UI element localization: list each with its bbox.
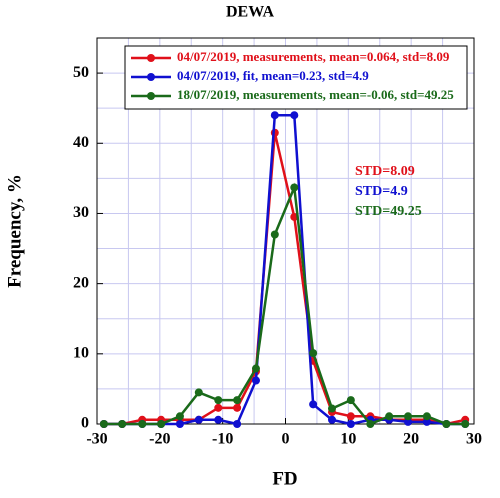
- annotation: STD=4.9: [355, 184, 408, 199]
- legend-label: 04/07/2019, fit, mean=0.23, std=4.9: [177, 68, 369, 83]
- data-point: [214, 396, 223, 405]
- data-point: [214, 403, 223, 412]
- data-point: [327, 404, 336, 413]
- data-point: [194, 388, 203, 397]
- data-point: [346, 412, 355, 421]
- data-point: [233, 396, 242, 405]
- y-tick-label: 30: [73, 204, 89, 221]
- annotation: STD=49.25: [355, 204, 422, 219]
- data-point: [118, 420, 127, 428]
- y-axis-label: Frequency, %: [4, 174, 25, 288]
- data-point: [214, 415, 223, 424]
- data-point: [175, 412, 184, 421]
- x-tick-label: 0: [282, 431, 290, 448]
- data-point: [270, 230, 279, 239]
- data-point: [327, 415, 336, 424]
- data-point: [404, 417, 413, 426]
- data-point: [99, 420, 108, 428]
- legend-marker: [147, 73, 155, 81]
- chart-title: DEWA: [226, 4, 274, 21]
- data-point: [309, 400, 318, 409]
- x-tick-label: 20: [403, 431, 419, 448]
- y-tick-label: 20: [73, 274, 89, 291]
- y-tick-label: 10: [73, 344, 89, 361]
- data-point: [194, 415, 203, 424]
- data-point: [422, 412, 431, 421]
- y-tick-label: 40: [73, 134, 89, 151]
- legend-marker: [147, 54, 155, 62]
- data-point: [251, 376, 260, 385]
- y-tick-label: 0: [81, 415, 89, 432]
- data-point: [309, 349, 318, 358]
- data-point: [138, 420, 147, 428]
- x-tick-label: -10: [212, 431, 233, 448]
- x-tick-label: 30: [466, 431, 482, 448]
- data-point: [157, 420, 166, 428]
- data-point: [442, 420, 451, 428]
- data-point: [251, 364, 260, 373]
- x-tick-label: -30: [86, 431, 107, 448]
- annotation: STD=8.09: [355, 164, 415, 179]
- legend-label: 04/07/2019, measurements, mean=0.064, st…: [177, 49, 450, 64]
- plot-frame: [96, 37, 475, 425]
- data-point: [290, 183, 299, 192]
- legend-box: [124, 45, 468, 110]
- legend-label: 18/07/2019, measurements, mean=-0.06, st…: [177, 87, 454, 102]
- x-tick-label: 10: [340, 431, 356, 448]
- data-point: [461, 420, 470, 428]
- data-point: [233, 420, 242, 428]
- data-point: [366, 420, 375, 428]
- x-axis-label: FD: [272, 468, 297, 489]
- data-point: [290, 111, 299, 120]
- data-point: [385, 412, 394, 421]
- data-point: [346, 396, 355, 405]
- data-point: [270, 111, 279, 120]
- data-point: [233, 403, 242, 412]
- data-point: [404, 412, 413, 421]
- x-tick-label: -20: [149, 431, 170, 448]
- data-point: [346, 420, 355, 428]
- legend-marker: [147, 92, 155, 100]
- y-tick-label: 50: [73, 64, 89, 81]
- data-point: [422, 417, 431, 426]
- data-point: [175, 420, 184, 428]
